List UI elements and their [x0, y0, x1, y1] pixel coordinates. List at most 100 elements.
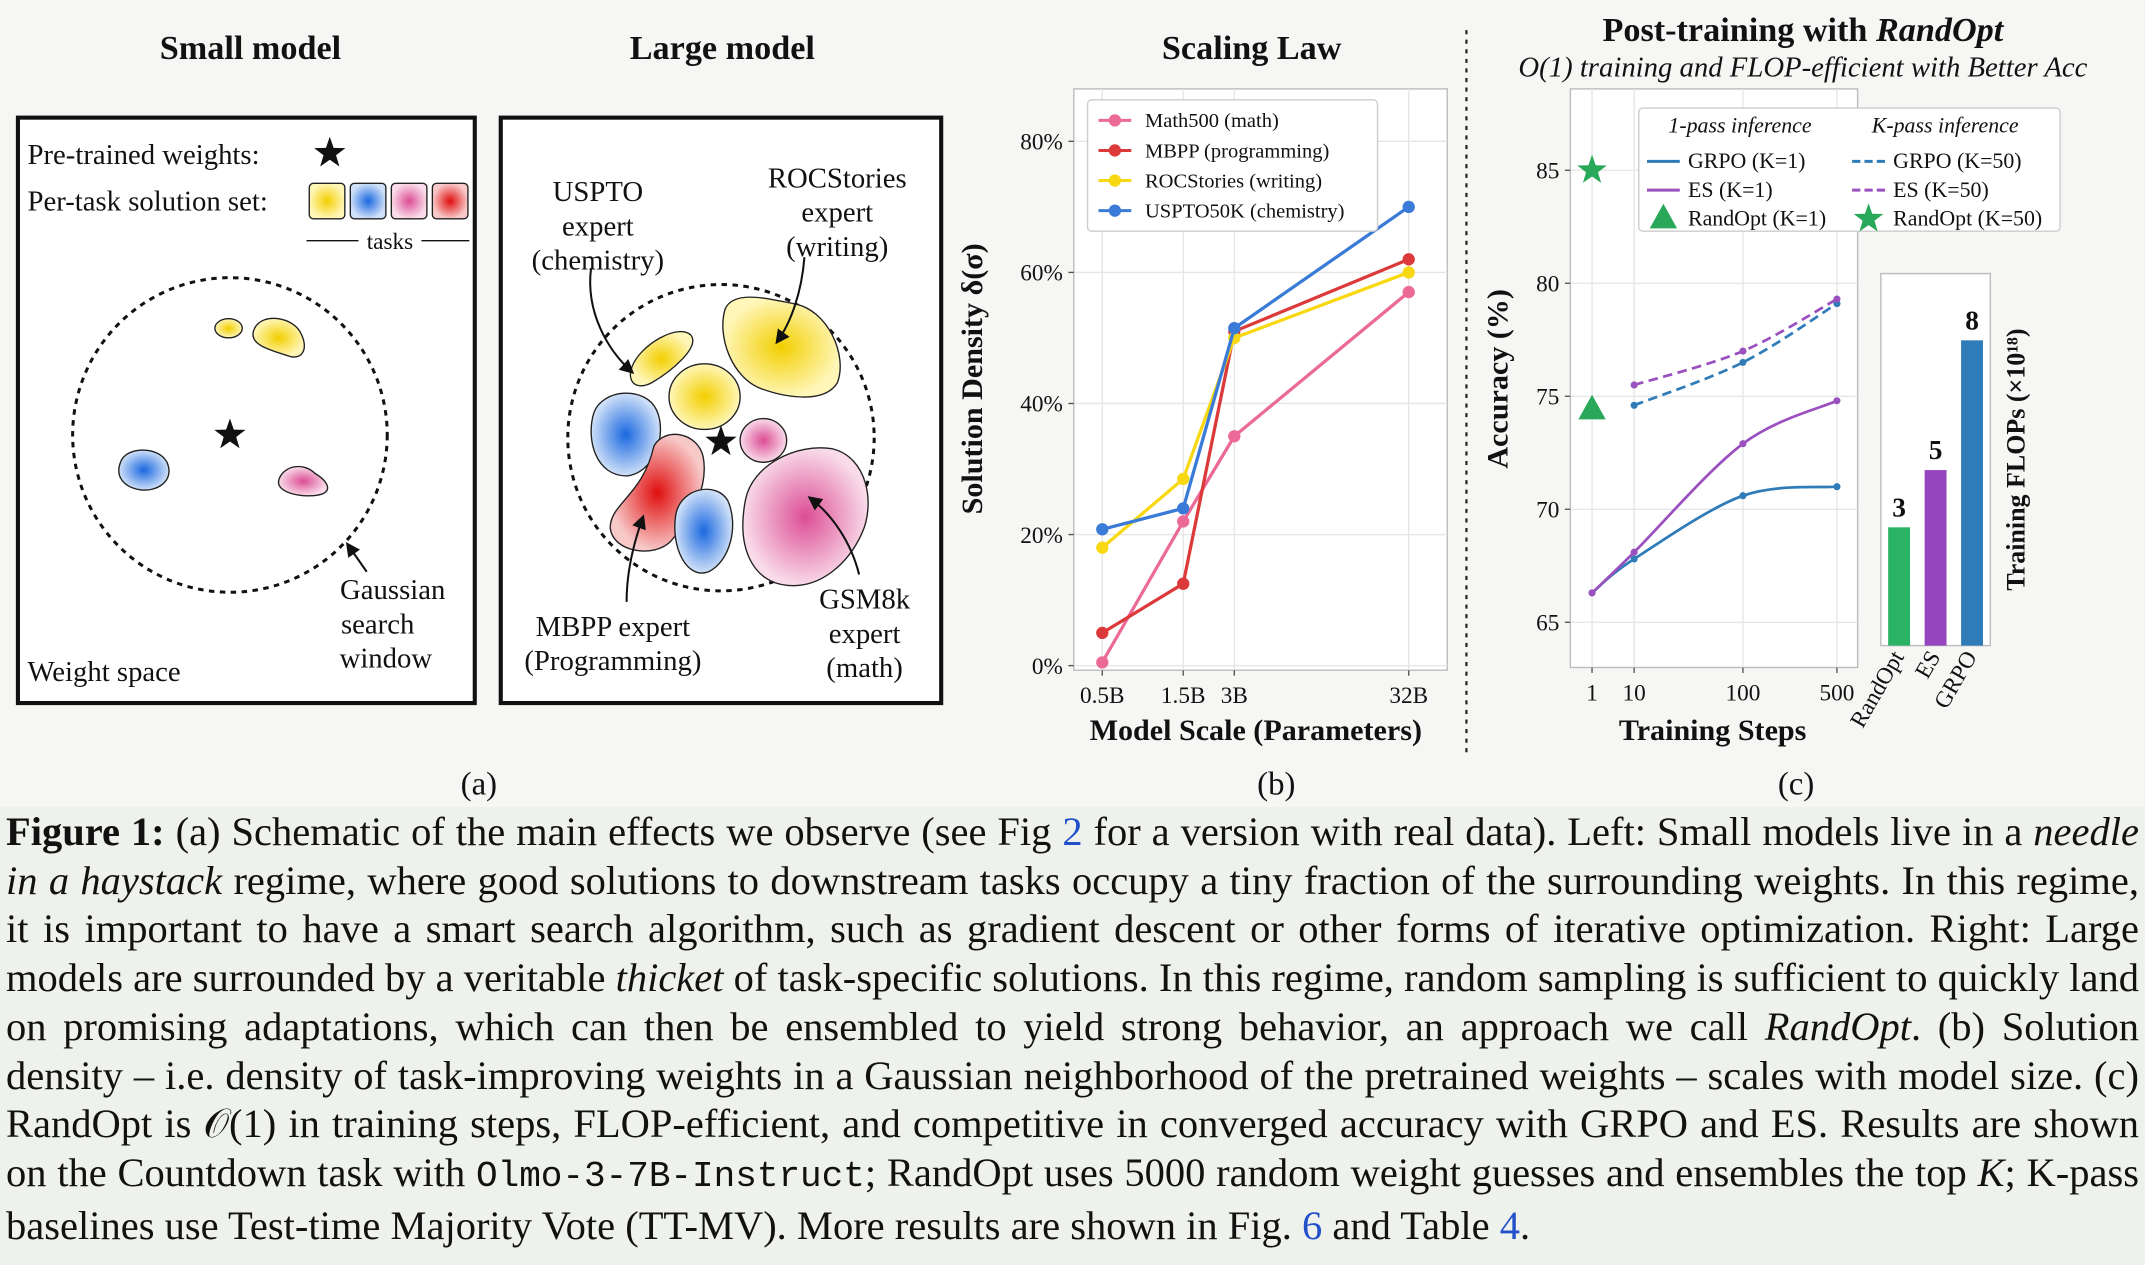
marker	[1402, 253, 1415, 266]
solution-blob	[214, 318, 243, 339]
panel-title: Small model	[160, 30, 341, 67]
expert-label: USPTO	[553, 176, 643, 208]
chart-title: Post-training with RandOpt	[1603, 12, 2005, 49]
marker	[1739, 358, 1747, 366]
caption-text: regime, where good solutions to downstre…	[6, 857, 2139, 1001]
marker	[1096, 523, 1109, 536]
legend-swatch	[1108, 144, 1122, 157]
marker	[1739, 492, 1747, 500]
caption-text: .	[1519, 1202, 1531, 1248]
marker	[1578, 394, 1606, 420]
arrow	[807, 496, 861, 575]
legend-label: RandOpt (K=50)	[1893, 207, 2042, 231]
arrow	[589, 267, 635, 374]
caption-text: of task-specific solutions. In this regi…	[6, 955, 2139, 1049]
caption-text: RandOpt	[1764, 1003, 1911, 1049]
marker	[1630, 381, 1638, 389]
legend-label: ES (K=50)	[1893, 178, 1989, 202]
marker	[1228, 430, 1241, 443]
y-tick-label: 85	[1536, 158, 1559, 184]
marker	[1739, 347, 1747, 355]
solution-blob	[629, 330, 694, 387]
arrow	[625, 514, 646, 602]
swatch	[308, 182, 346, 220]
bar	[1961, 340, 1983, 646]
caption-text: (a) Schematic of the main effects we obs…	[164, 809, 1063, 854]
legend-title: K-pass inference	[1871, 114, 2019, 138]
legend-label: ROCStories (writing)	[1145, 170, 1322, 192]
tasks-label: tasks	[367, 229, 414, 255]
y-tick-label: 80%	[1020, 130, 1063, 156]
y-tick-label: 20%	[1020, 523, 1063, 549]
solution-blob	[739, 417, 788, 463]
arrow	[345, 542, 368, 573]
expert-label: expert	[829, 618, 901, 650]
solution-blob	[252, 317, 305, 358]
y-tick-label: 0%	[1032, 654, 1063, 680]
series-line	[1101, 257, 1410, 635]
marker	[1739, 440, 1747, 448]
y-axis-label: Accuracy (%)	[1480, 289, 1514, 469]
legend-label: USPTO50K (chemistry)	[1145, 200, 1345, 222]
chart-subtitle: O(1) training and FLOP-efficient with Be…	[1518, 52, 2087, 84]
annotation: search	[341, 608, 414, 640]
marker	[1402, 200, 1415, 214]
marker	[1096, 541, 1109, 554]
marker	[1630, 401, 1638, 409]
caption: Figure 1: (a) Schematic of the main effe…	[6, 808, 2139, 1250]
legend-text: Per-task solution set:	[28, 186, 268, 218]
x-tick-label: 0.5B	[1080, 683, 1125, 709]
figure: Small model Pre-trained weights: Per-tas…	[15, 12, 2088, 803]
caption-text: in training steps, FLOP-efficient, and c…	[6, 1101, 2139, 1195]
y-tick-label: 80	[1536, 271, 1559, 297]
caption-code: Olmo-3-7B-Instruct	[476, 1155, 865, 1197]
caption-text: and Table	[1322, 1202, 1500, 1248]
series-line	[1633, 302, 1838, 407]
swatch	[431, 182, 469, 220]
legend-box	[1086, 99, 1379, 232]
marker	[1402, 285, 1415, 299]
series-line	[1591, 399, 1838, 594]
x-tick-label: 10	[1623, 680, 1646, 706]
bar	[1924, 470, 1947, 646]
legend-swatch	[1108, 114, 1122, 127]
value-label: 5	[1929, 435, 1943, 465]
marker	[1228, 321, 1241, 335]
y-tick-label: 70	[1536, 497, 1559, 523]
y-axis-label: Solution Density δ(σ)	[955, 243, 989, 514]
solution-blob	[668, 363, 741, 431]
marker	[1096, 656, 1109, 669]
expert-label: (Programming)	[524, 645, 701, 677]
caption-text: needle in a haystack	[6, 809, 2139, 903]
figure-link[interactable]: 6	[1302, 1202, 1323, 1248]
caption-text: ; K-pass baselines use Test-time Majorit…	[6, 1149, 2139, 1248]
expert-label: ROCStories	[768, 162, 907, 194]
y-tick-label: 60%	[1020, 261, 1063, 287]
panel-label: (c)	[1778, 767, 1814, 803]
x-axis-label: Training Steps	[1619, 713, 1806, 747]
legend-label: Math500 (math)	[1145, 110, 1279, 132]
caption-text: thicket	[615, 955, 724, 1001]
annotation: Weight space	[28, 656, 181, 688]
marker	[1096, 626, 1109, 640]
figure-link[interactable]: 2	[1062, 809, 1083, 854]
legend-label: ES (K=1)	[1688, 178, 1773, 202]
caption-text: K	[1977, 1149, 2005, 1195]
caption-math: 𝒪(1)	[203, 1101, 277, 1147]
table-link[interactable]: 4	[1499, 1202, 1520, 1248]
value-label: 8	[1965, 305, 1979, 335]
chart-title: Scaling Law	[1162, 30, 1342, 67]
x-tick-label: 1	[1586, 680, 1598, 706]
marker	[1833, 397, 1841, 405]
y-axis-label: Training FLOPs (×10¹⁸)	[2001, 328, 2030, 590]
panel-label: (b)	[1257, 767, 1295, 803]
expert-label: (math)	[826, 652, 903, 684]
marker	[1177, 472, 1190, 486]
marker	[1177, 515, 1190, 528]
y-tick-label: 65	[1536, 610, 1559, 636]
expert-label: expert	[562, 210, 634, 242]
annotation: Gaussian	[340, 574, 445, 606]
solution-blob	[118, 449, 170, 491]
expert-label: expert	[801, 197, 873, 229]
search-window	[71, 276, 389, 594]
